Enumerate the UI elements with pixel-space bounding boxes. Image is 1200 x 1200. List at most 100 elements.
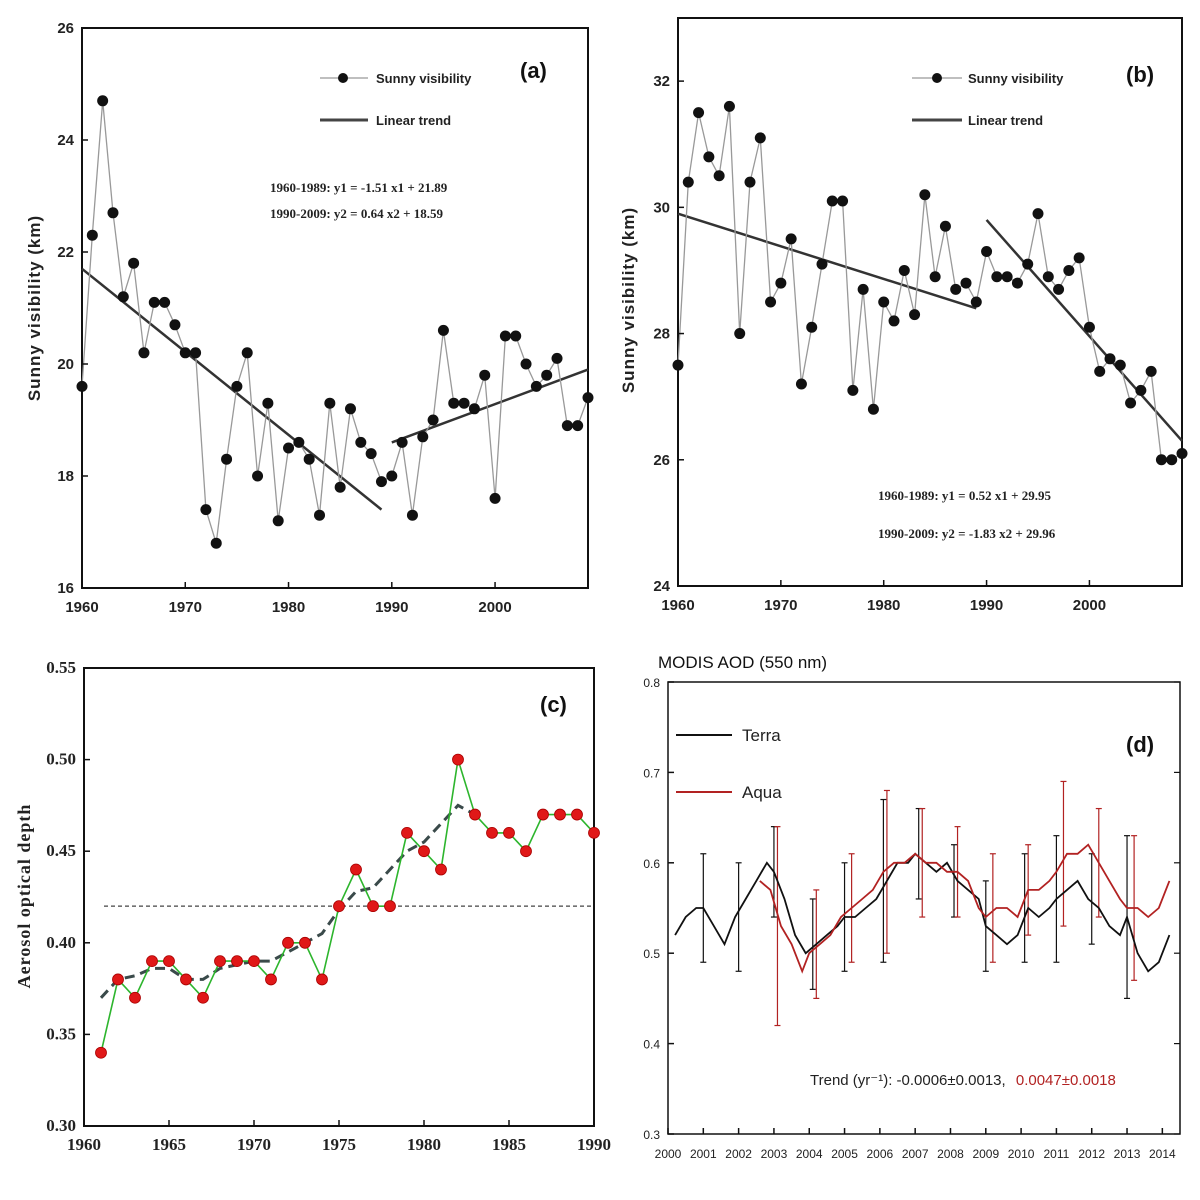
panel-d-xtick-label: 2007 [902,1147,929,1161]
panel-a-data-point [262,397,274,409]
panel-c-data-point [367,900,379,913]
panel-b-data-point [847,384,859,396]
panel-d-xtick-label: 2010 [1008,1147,1035,1161]
panel-d-legend-aqua: Aqua [742,783,782,802]
panel-a-legend-trend: Linear trend [376,113,451,128]
panel-d-ytick-label: 0.6 [643,857,660,871]
panel-a-ytick-label: 24 [57,132,74,149]
panel-b-data-point [1094,365,1106,377]
panel-a-data-point [386,470,398,482]
panel-b-data-point [878,296,890,308]
panel-a-data-point [128,257,140,269]
panel-a-data-point [231,380,243,392]
panel-c-data-point [299,936,311,949]
panel-a-data-point [365,448,377,460]
panel-a-data-point [448,397,460,409]
panel-b-data-point [929,271,941,283]
panel-d-title: MODIS AOD (550 nm) [658,653,827,672]
panel-c-data-point [129,991,141,1004]
panel-a-data-point [479,369,491,381]
panel-d-chart: MODIS AOD (550 nm) 2000 2001 2002 2003 2004 2… [643,653,1181,1161]
panel-a-chart: 1960 1970 1980 1990 2000 16 18 20 22 24 26 Sunny … [25,20,594,616]
panel-c-data-point [520,845,532,858]
panel-a-data-point [138,347,150,359]
panel-c-xtick-label: 1965 [152,1135,186,1154]
panel-b-data-point [950,283,962,295]
panel-c-plot-frame [83,667,595,1127]
panel-b-legend-visibility: Sunny visibility [968,71,1064,86]
panel-b-data-point [775,277,787,289]
panel-a-data-point [324,397,336,409]
panel-b-data-point [816,258,828,270]
panel-c-data-point [469,808,481,821]
panel-d-ytick-label: 0.8 [643,676,660,690]
panel-c-data-point [554,808,566,821]
panel-d-xtick-label: 2005 [831,1147,858,1161]
panel-c-xtick-label: 1985 [492,1135,526,1154]
panel-c-data-point [282,936,294,949]
panel-a-legend-visibility: Sunny visibility [376,71,472,86]
panel-c-data-point [112,973,124,986]
panel-a-data-point [148,296,160,308]
panel-a-data-point [468,403,480,415]
panel-a-data-point [179,347,191,359]
panel-a-data-point [427,414,439,426]
panel-d-xtick-label: 2001 [690,1147,717,1161]
panel-b-data-point [991,271,1003,283]
panel-a-data-point [489,492,501,504]
panel-a-data-point [334,481,346,493]
panel-c-data-point [95,1046,107,1059]
panel-b-data-point [693,107,705,119]
panel-a-data-point [314,509,326,521]
panel-a-equation-2: 1990-2009: y2 = 0.64 x2 + 18.59 [270,206,443,221]
panel-b-data-point [703,151,715,163]
panel-c-data-point [384,900,396,913]
panel-a-data-point [190,347,202,359]
panel-b-data-point [919,189,931,201]
panel-d-ytick-label: 0.4 [643,1038,660,1052]
panel-b-data-point [682,176,694,188]
panel-c-data-point [588,826,600,839]
panel-a-data-point [530,380,542,392]
panel-a-data-point [375,476,387,488]
panel-b-visibility-line [677,106,1183,461]
panel-c-data-point [418,845,430,858]
panel-b-data-point [898,264,910,276]
panel-a-xtick-label: 1980 [272,599,305,616]
panel-a-data-point [437,324,449,336]
panel-b-xtick-label: 1980 [867,597,900,614]
panel-a-data-point [406,509,418,521]
panel-c-xtick-label: 1960 [67,1135,101,1154]
panel-a-data-point [541,369,553,381]
panel-b-data-point [1135,384,1147,396]
panel-a-ytick-label: 18 [57,468,74,485]
panel-a-data-point [210,537,222,549]
panel-a-ytick-label: 20 [57,356,74,373]
panel-c-data-point [231,955,243,968]
panel-c-data-point [197,991,209,1004]
panel-d-xtick-label: 2011 [1044,1147,1070,1161]
panel-b-data-point [672,359,684,371]
panel-d-aqua-line [759,843,1171,974]
panel-a-legend: Sunny visibility Linear trend [320,71,472,128]
panel-c-data-point [503,826,515,839]
panel-a-data-point [572,420,584,432]
panel-c-data-point [571,808,583,821]
panel-a-data-point [293,436,305,448]
panel-c-ytick-label: 0.45 [46,841,76,860]
panel-a-xtick-label: 1970 [169,599,202,616]
panel-b-data-point [888,315,900,327]
panel-c-data-point [435,863,447,876]
panel-a-data-point [283,442,295,454]
panel-a-data-point [76,380,88,392]
panel-d-xtick-label: 2009 [972,1147,999,1161]
panel-c-ytick-label: 0.55 [46,658,76,677]
panel-d-xtick-label: 2002 [725,1147,752,1161]
panel-b-data-point [909,309,921,321]
panel-c-data-point [180,973,192,986]
panel-c-data-point [350,863,362,876]
panel-b-data-point [1001,271,1013,283]
panel-b-data-point [981,246,993,258]
panel-b-xtick-label: 1990 [970,597,1003,614]
panel-b-ytick-label: 32 [653,73,670,90]
